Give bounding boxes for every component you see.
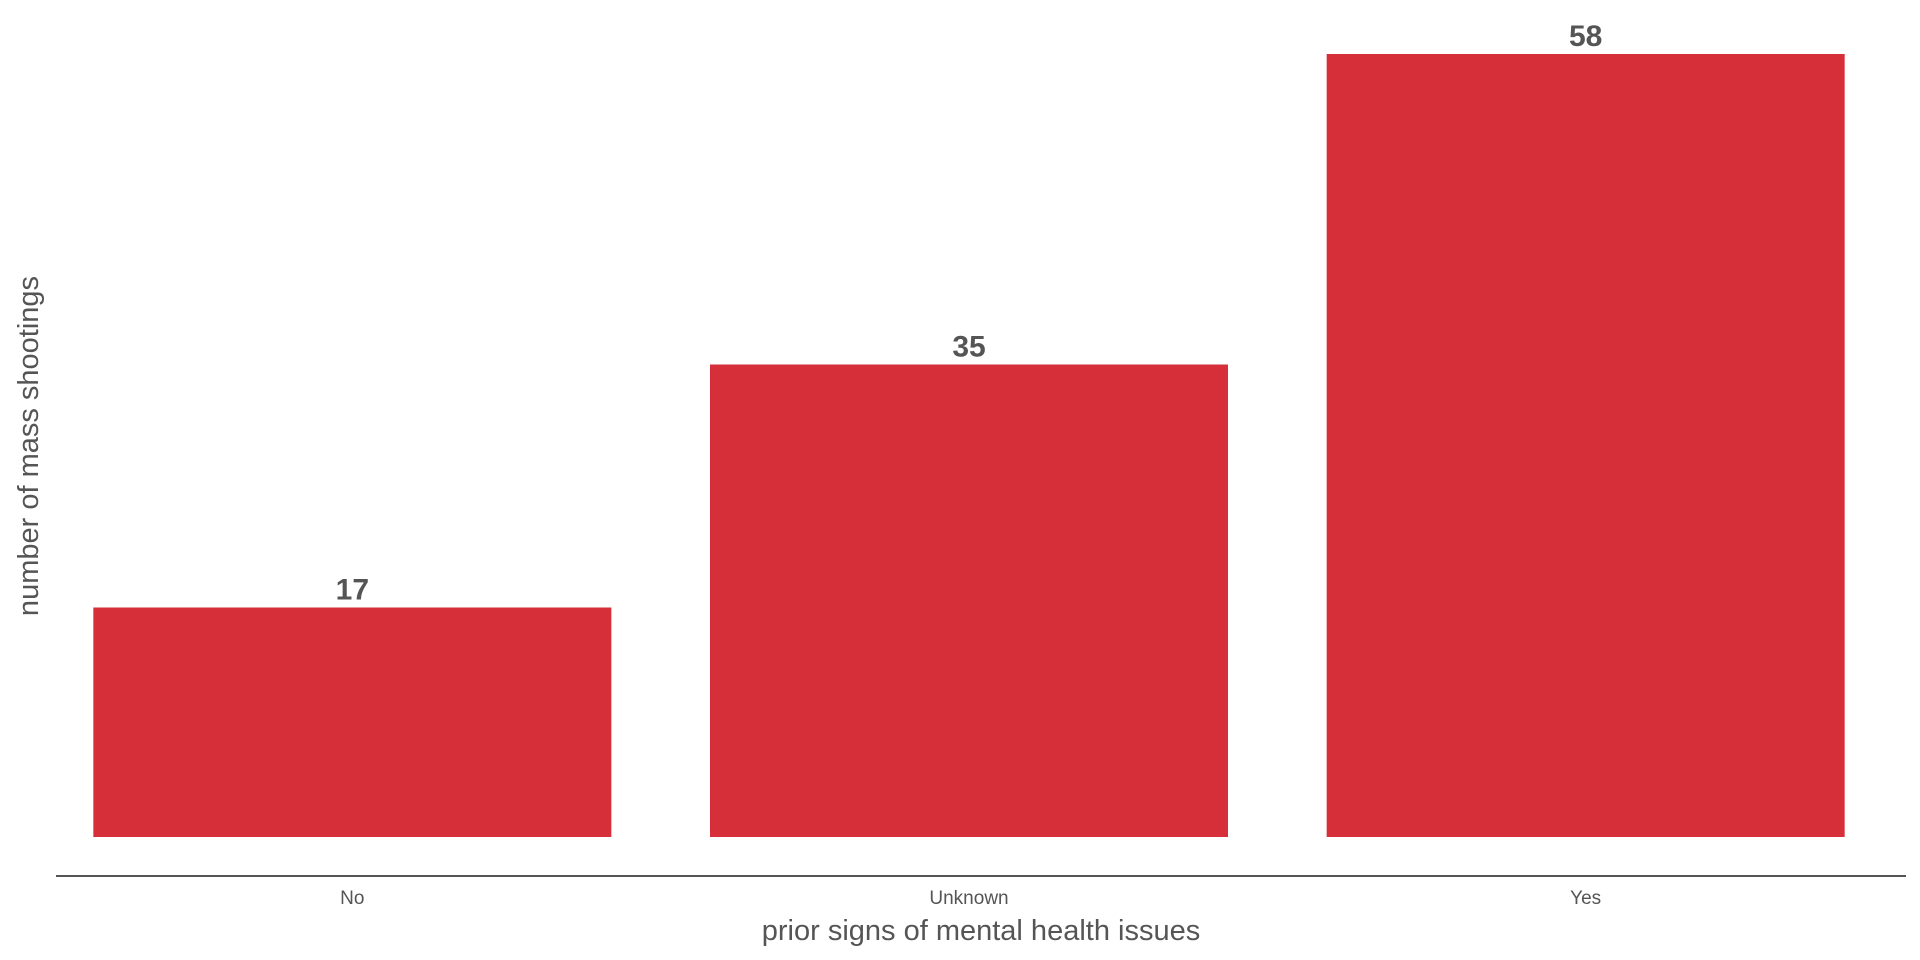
data-labels-group: 17 35 58 bbox=[336, 20, 1603, 607]
bar-no bbox=[93, 607, 612, 837]
x-tick-label-no: No bbox=[340, 888, 364, 909]
x-tick-labels-group: No Unknown Yes bbox=[340, 888, 1601, 909]
x-tick-label-unknown: Unknown bbox=[929, 888, 1008, 909]
y-axis-label: number of mass shootings bbox=[13, 276, 45, 616]
bars-group bbox=[93, 54, 1845, 837]
data-label-unknown: 35 bbox=[952, 331, 985, 364]
data-label-yes: 58 bbox=[1569, 20, 1602, 53]
bar-unknown bbox=[710, 364, 1228, 837]
data-label-no: 17 bbox=[336, 574, 369, 607]
x-axis-label: prior signs of mental health issues bbox=[762, 915, 1200, 947]
bar-yes bbox=[1326, 54, 1845, 837]
x-tick-label-yes: Yes bbox=[1570, 888, 1601, 909]
